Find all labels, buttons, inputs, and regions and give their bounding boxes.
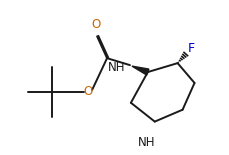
Text: NH: NH <box>108 61 125 74</box>
Text: O: O <box>91 18 100 31</box>
Text: F: F <box>187 42 194 55</box>
Text: O: O <box>83 85 92 98</box>
Text: NH: NH <box>137 136 155 149</box>
Polygon shape <box>131 66 148 75</box>
